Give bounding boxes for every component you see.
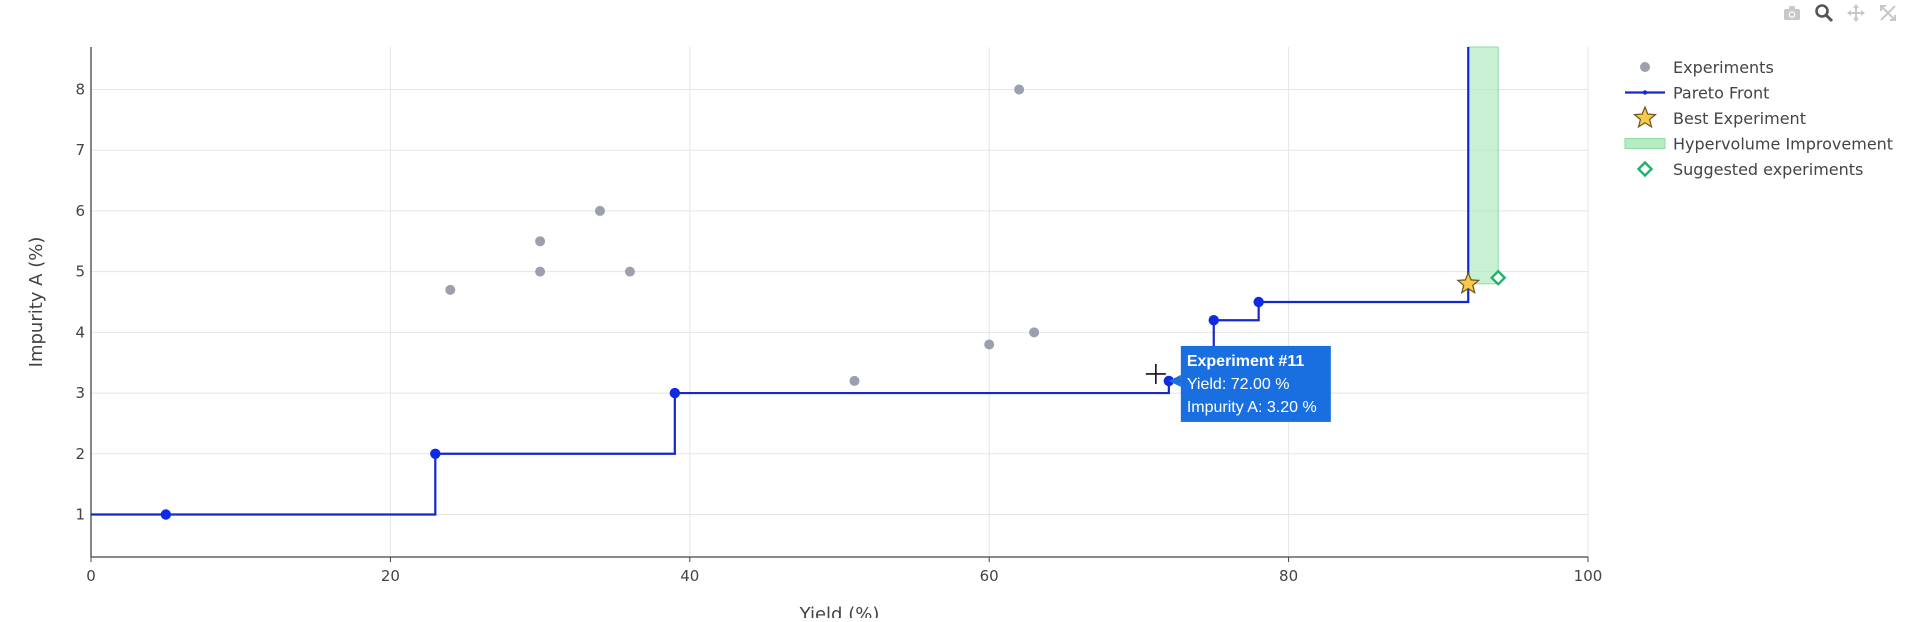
- experiment-point[interactable]: [849, 375, 860, 386]
- pareto-point[interactable]: [669, 387, 681, 399]
- legend-label[interactable]: Hypervolume Improvement: [1673, 135, 1893, 154]
- hover-tooltip: Experiment #11 Yield: 72.00 % Impurity A: …: [1145, 345, 1331, 422]
- experiment-point[interactable]: [594, 205, 605, 216]
- legend-star-icon: [1632, 105, 1658, 129]
- x-tick-label: 0: [86, 567, 96, 585]
- legend-label[interactable]: Best Experiment: [1673, 109, 1806, 128]
- suggested-experiment-diamond[interactable]: [1489, 269, 1507, 286]
- legend-pareto-marker: [1642, 90, 1648, 95]
- pan-icon[interactable]: [1845, 2, 1867, 24]
- experiment-point[interactable]: [624, 266, 635, 277]
- y-tick-label: 5: [75, 263, 85, 281]
- pareto-front-line: [91, 47, 1470, 516]
- hypervolume-layer: [1467, 46, 1499, 285]
- legend-label[interactable]: Experiments: [1673, 58, 1774, 77]
- tooltip-box: [1180, 345, 1331, 422]
- experiment-point[interactable]: [1029, 327, 1040, 338]
- autoscale-icon[interactable]: [1877, 2, 1899, 24]
- experiment-point[interactable]: [535, 236, 546, 247]
- tooltip-impurity: Impurity A: 3.20 %: [1187, 399, 1317, 416]
- legend-hypervolume-swatch: [1624, 138, 1666, 149]
- experiment-point[interactable]: [984, 339, 995, 350]
- y-tick-label: 8: [75, 81, 85, 99]
- experiment-point[interactable]: [1014, 84, 1025, 95]
- pareto-point[interactable]: [160, 509, 172, 520]
- best-experiment-star[interactable]: [1456, 271, 1481, 295]
- zoom-icon[interactable]: [1813, 2, 1835, 24]
- x-tick-label: 80: [1279, 567, 1298, 585]
- legend-label[interactable]: Pareto Front: [1673, 84, 1769, 103]
- pareto-point[interactable]: [1253, 296, 1264, 308]
- x-tick-label: 100: [1574, 567, 1603, 585]
- hypervolume-region: [1467, 46, 1499, 285]
- pareto-point[interactable]: [430, 448, 441, 459]
- y-tick-label: 6: [75, 202, 85, 220]
- experiment-point[interactable]: [535, 266, 546, 277]
- legend: Experiments Pareto Front Best Experiment Hy…: [1624, 58, 1893, 179]
- tooltip-pointer: [1168, 374, 1181, 387]
- data-layer: [91, 47, 1507, 520]
- tooltip-yield: Yield: 72.00 %: [1187, 376, 1290, 393]
- x-axis-title: Yield (%): [799, 604, 880, 618]
- y-axis-title: Impurity A (%): [26, 237, 47, 368]
- legend-diamond-icon: [1636, 160, 1654, 178]
- modebar: [1781, 2, 1899, 24]
- x-tick-label: 40: [680, 567, 699, 585]
- y-tick-label: 2: [75, 445, 85, 463]
- camera-icon[interactable]: [1781, 2, 1803, 24]
- legend-experiments-marker: [1640, 62, 1650, 72]
- y-tick-label: 1: [75, 506, 85, 524]
- experiment-point[interactable]: [445, 284, 456, 295]
- y-tick-label: 4: [75, 323, 85, 341]
- legend-label[interactable]: Suggested experiments: [1673, 160, 1863, 179]
- y-tick-label: 3: [75, 384, 85, 402]
- y-tick-label: 7: [75, 141, 85, 159]
- x-tick-label: 20: [381, 567, 400, 585]
- tooltip-title: Experiment #11: [1187, 353, 1305, 370]
- pareto-point[interactable]: [1208, 315, 1219, 326]
- x-tick-label: 60: [980, 567, 999, 585]
